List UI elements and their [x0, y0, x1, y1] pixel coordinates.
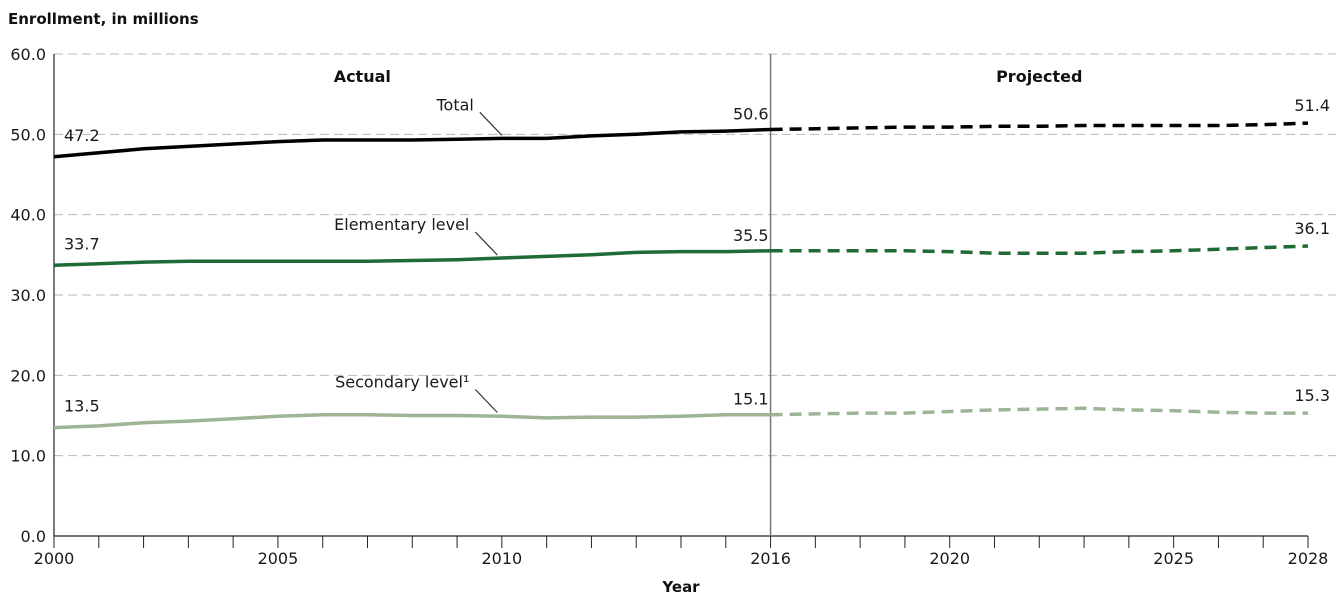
total-start-label: 47.2 [64, 126, 100, 145]
y-tick-label: 40.0 [10, 206, 46, 225]
secondary-actual-line [53, 412, 771, 430]
secondary-start-label: 13.5 [64, 397, 100, 416]
elementary-leader-line [474, 231, 498, 256]
y-tick-label: 10.0 [10, 447, 46, 466]
elementary-end-label: 36.1 [1294, 219, 1330, 238]
actual-region-label: Actual [334, 67, 391, 86]
secondary-series-label: Secondary level¹ [335, 373, 469, 392]
x-tick-label: 2010 [481, 549, 522, 568]
secondary-projected-line [770, 406, 1308, 417]
elementary-start-label: 33.7 [64, 234, 100, 253]
y-tick-label: 50.0 [10, 125, 46, 144]
x-tick-label: 2020 [929, 549, 970, 568]
secondary-leader-line [474, 389, 498, 413]
total-actual-line [53, 127, 771, 159]
elementary-series-label: Elementary level [334, 215, 469, 234]
y-tick-label: 20.0 [10, 366, 46, 385]
total-leader-line [479, 111, 503, 136]
series-group [53, 121, 1309, 430]
secondary-end-label: 15.3 [1294, 386, 1330, 405]
x-axis-title: Year [661, 578, 700, 596]
total-projected-line [770, 121, 1309, 132]
y-axis-ticks: 0.0 10.0 20.0 30.0 40.0 50.0 60.0 [10, 45, 46, 546]
grid-lines [54, 53, 1336, 457]
total-2016-label: 50.6 [733, 105, 769, 124]
y-axis-title: Enrollment, in millions [8, 10, 199, 28]
secondary-2016-label: 15.1 [733, 390, 769, 409]
x-tick-label: 2025 [1153, 549, 1194, 568]
x-tick-label: 2005 [258, 549, 299, 568]
elementary-2016-label: 35.5 [733, 226, 769, 245]
x-tick-label: 2000 [34, 549, 75, 568]
series-labels: 47.2 50.6 51.4 Total 33.7 35.5 36.1 Elementary … [64, 95, 1330, 415]
y-tick-label: 60.0 [10, 45, 46, 64]
x-axis: 2000 2005 2010 2016 2020 2025 2028 [34, 54, 1329, 568]
projected-region-label: Projected [996, 67, 1082, 86]
x-tick-label: 2028 [1288, 549, 1329, 568]
elementary-projected-line [770, 244, 1309, 255]
total-series-label: Total [435, 95, 473, 114]
elementary-actual-line [53, 249, 771, 268]
x-tick-label: 2016 [750, 549, 791, 568]
total-end-label: 51.4 [1294, 96, 1330, 115]
y-tick-label: 30.0 [10, 286, 46, 305]
y-tick-label: 0.0 [21, 527, 46, 546]
